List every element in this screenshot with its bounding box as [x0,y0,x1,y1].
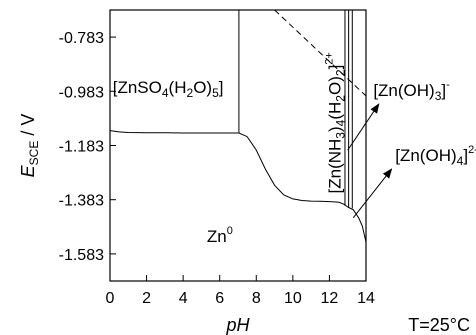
region-label-part: [Zn(OH) [373,81,434,100]
y-tick-label: -1.583 [59,247,104,264]
region-label-part: ] [325,65,344,70]
region-label-part: 2+ [323,52,335,65]
dashed-boundary-line [274,9,367,97]
phase-boundary-line [238,132,349,208]
region-label-part: 4 [162,86,169,100]
x-tick-label: 14 [357,290,375,307]
region-label-part: O) [325,76,344,95]
y-tick-label: -1.383 [59,193,104,210]
phase-boundary-line [109,130,239,134]
y-axis-title-main: E [18,164,38,177]
region-label-part: ] [441,81,446,100]
region-label-part: 4 [457,154,464,168]
y-axis-title-subscript: SCE [27,141,41,166]
y-tick-label: -1.183 [59,139,104,156]
region-label-part: 2 [333,69,347,76]
region-label-part: 2- [468,144,476,156]
region-label-part: ] [463,146,468,165]
region-label: Zn0 [207,225,233,246]
phase-boundary-line [347,206,367,243]
region-label-part: [Zn(NH [325,139,344,194]
region-label-part: O) [193,78,212,97]
y-axis-title: ESCE / V [18,114,41,178]
region-label-part: 0 [227,225,233,237]
x-tick-label: 10 [284,290,302,307]
region-label-part: 3 [435,89,442,103]
region-label-part: ) [325,126,344,132]
y-tick-label: -0.783 [59,30,104,47]
region-label-part: [ZnSO [113,78,162,97]
x-tick-label: 6 [215,290,224,307]
region-label-part: 5 [212,86,219,100]
region-label-part: [Zn(OH) [395,146,456,165]
region-label-part: (H [325,102,344,120]
x-tick-label: 12 [321,290,339,307]
region-label-part: Zn [207,227,227,246]
x-tick-label: 0 [106,290,115,307]
x-tick-label: 8 [252,290,261,307]
region-label: [Zn(OH)4]2- [395,144,476,168]
region-label: [Zn(NH3)4(H2O)2]2+ [323,52,347,193]
region-label-part: (H [169,78,187,97]
y-tick-label: -0.983 [59,84,104,101]
region-label-part: 2 [333,95,347,102]
region-label-part: 3 [333,132,347,139]
x-tick-label: 2 [142,290,151,307]
region-label-part: 4 [333,119,347,126]
species-arrow [352,168,393,219]
y-axis-title-unit: / V [18,114,38,141]
temperature-annotation: T=25°C [408,315,470,335]
x-tick-label: 4 [179,290,188,307]
x-axis-title: pH [225,315,250,335]
region-label-part: - [446,79,450,91]
region-label-part: 2 [187,86,194,100]
region-label: [Zn(OH)3]- [373,79,450,103]
region-label: [ZnSO4(H2O)5] [113,78,224,100]
species-arrow [347,103,380,151]
region-label-part: ] [219,78,224,97]
